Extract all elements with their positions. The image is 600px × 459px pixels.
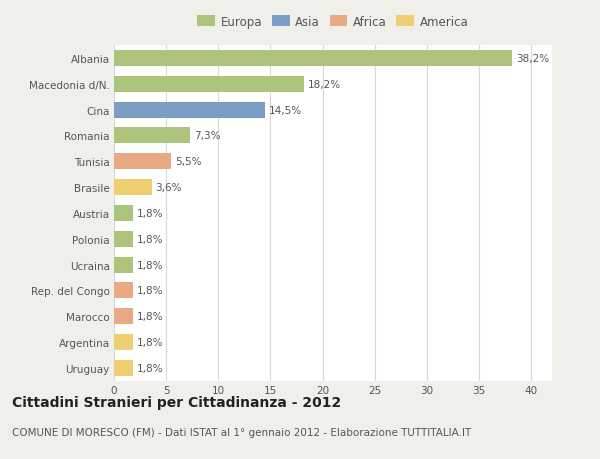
Text: 1,8%: 1,8%: [136, 312, 163, 321]
Text: COMUNE DI MORESCO (FM) - Dati ISTAT al 1° gennaio 2012 - Elaborazione TUTTITALIA: COMUNE DI MORESCO (FM) - Dati ISTAT al 1…: [12, 427, 471, 437]
Text: 1,8%: 1,8%: [136, 260, 163, 270]
Bar: [114, 283, 133, 299]
Text: 1,8%: 1,8%: [136, 208, 163, 218]
Bar: [114, 77, 304, 93]
Text: 1,8%: 1,8%: [136, 363, 163, 373]
Text: 3,6%: 3,6%: [155, 183, 182, 193]
Bar: [114, 334, 133, 350]
Legend: Europa, Asia, Africa, America: Europa, Asia, Africa, America: [193, 11, 473, 34]
Text: 1,8%: 1,8%: [136, 234, 163, 244]
Text: Cittadini Stranieri per Cittadinanza - 2012: Cittadini Stranieri per Cittadinanza - 2…: [12, 395, 341, 409]
Bar: [114, 360, 133, 376]
Bar: [114, 154, 172, 170]
Text: 38,2%: 38,2%: [516, 54, 549, 64]
Text: 1,8%: 1,8%: [136, 286, 163, 296]
Bar: [114, 206, 133, 221]
Bar: [114, 179, 152, 196]
Bar: [114, 308, 133, 325]
Text: 1,8%: 1,8%: [136, 337, 163, 347]
Text: 14,5%: 14,5%: [269, 106, 302, 115]
Text: 7,3%: 7,3%: [194, 131, 220, 141]
Bar: [114, 102, 265, 118]
Text: 18,2%: 18,2%: [307, 79, 341, 90]
Bar: [114, 257, 133, 273]
Text: 5,5%: 5,5%: [175, 157, 202, 167]
Bar: [114, 51, 512, 67]
Bar: [114, 128, 190, 144]
Bar: [114, 231, 133, 247]
